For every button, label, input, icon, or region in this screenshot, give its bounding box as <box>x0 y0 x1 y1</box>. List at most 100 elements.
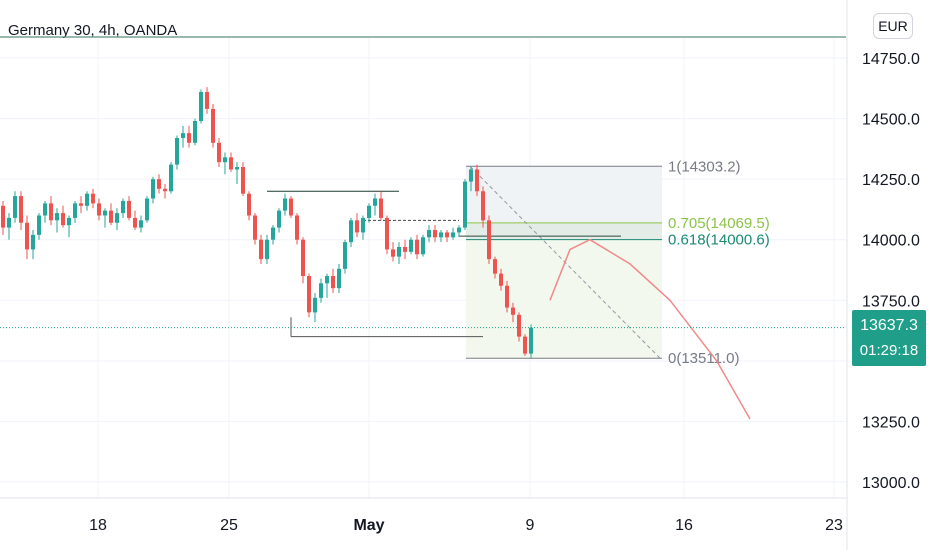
candle-body <box>91 193 95 204</box>
candle-body <box>7 217 11 228</box>
candle <box>7 213 11 240</box>
candle <box>37 213 41 240</box>
candle <box>115 208 119 231</box>
candle-body <box>97 203 101 216</box>
candle-body <box>451 232 455 238</box>
candle-body <box>37 215 41 235</box>
candle-body <box>67 217 71 226</box>
candle <box>361 215 365 240</box>
x-tick-label: May <box>353 517 384 534</box>
candle-body <box>511 307 515 315</box>
candle-body <box>373 198 377 206</box>
candle-body <box>289 198 293 216</box>
candle-body <box>139 220 143 228</box>
candle-body <box>283 198 287 211</box>
candle-body <box>421 237 425 255</box>
candle <box>217 137 221 168</box>
candle-body <box>277 210 281 228</box>
candle-body <box>73 203 77 218</box>
candle-body <box>295 215 299 240</box>
candle-body <box>505 285 509 308</box>
fib-level-label: 0(13511.0) <box>668 350 739 367</box>
candle-body <box>349 220 353 243</box>
candle-body <box>121 200 125 214</box>
candle <box>337 263 341 294</box>
candle-body <box>481 191 485 221</box>
candle <box>235 162 239 184</box>
candle <box>67 215 71 238</box>
candle <box>19 191 23 231</box>
candle-body <box>55 213 59 221</box>
candle-body <box>409 239 413 252</box>
candle <box>511 302 515 323</box>
chart-title: Germany 30, 4h, OANDA <box>8 22 178 39</box>
candle <box>385 215 389 255</box>
candle-body <box>367 205 371 218</box>
candle <box>1 200 5 235</box>
candle <box>211 104 215 148</box>
candle <box>181 125 185 148</box>
candle <box>199 89 203 124</box>
candle-body <box>259 239 263 260</box>
candle <box>277 208 281 233</box>
candle-body <box>529 327 533 354</box>
candle-body <box>445 232 449 238</box>
candle-body <box>433 230 437 238</box>
candle <box>499 268 503 291</box>
candle <box>343 239 347 274</box>
fib-zone-mid <box>466 222 662 240</box>
y-tick-label: 14000.0 <box>862 233 920 250</box>
y-tick-label: 13750.0 <box>862 293 920 310</box>
candle-body <box>463 181 467 228</box>
candle-body <box>397 246 401 257</box>
candle-body <box>487 220 491 260</box>
fib-level-label: 0.618(14000.6) <box>668 232 770 249</box>
candle <box>475 164 479 197</box>
candle-body <box>439 232 443 238</box>
candle <box>421 234 425 257</box>
candle <box>253 213 257 245</box>
candle-body <box>157 179 161 189</box>
candle-body <box>355 220 359 233</box>
candle <box>463 179 467 231</box>
candle <box>169 162 173 194</box>
candle <box>367 203 371 223</box>
candle-body <box>415 239 419 255</box>
candle <box>331 268 335 294</box>
candle <box>97 198 101 221</box>
currency-selector[interactable]: EUR <box>873 13 913 39</box>
candle <box>403 239 407 260</box>
candle-body <box>133 217 137 228</box>
candle-body <box>331 276 335 289</box>
candle <box>451 227 455 240</box>
candle-body <box>1 205 5 228</box>
candle <box>349 217 353 247</box>
x-tick-label: 23 <box>825 517 843 534</box>
candle <box>91 188 95 209</box>
candle-body <box>379 198 383 218</box>
candle <box>193 118 197 146</box>
candle <box>259 234 263 264</box>
candle-body <box>343 242 347 269</box>
candle-body <box>61 213 65 226</box>
candle-body <box>127 200 131 218</box>
candle-body <box>253 215 257 240</box>
candle <box>523 334 527 357</box>
candle-body <box>223 157 227 163</box>
last-price-value: 13637.3 <box>860 317 918 334</box>
candle-body <box>493 259 497 274</box>
candle-body <box>145 198 149 221</box>
candle-body <box>337 268 341 289</box>
candle-body <box>313 297 317 313</box>
y-tick-label: 14500.0 <box>862 112 920 129</box>
candle-body <box>13 196 17 218</box>
candle <box>13 191 17 223</box>
candle <box>379 191 383 221</box>
candle-body <box>49 203 53 221</box>
candle <box>127 196 131 221</box>
candle <box>223 152 227 175</box>
candle <box>109 203 113 226</box>
candle-body <box>301 239 305 277</box>
candle <box>205 87 209 114</box>
